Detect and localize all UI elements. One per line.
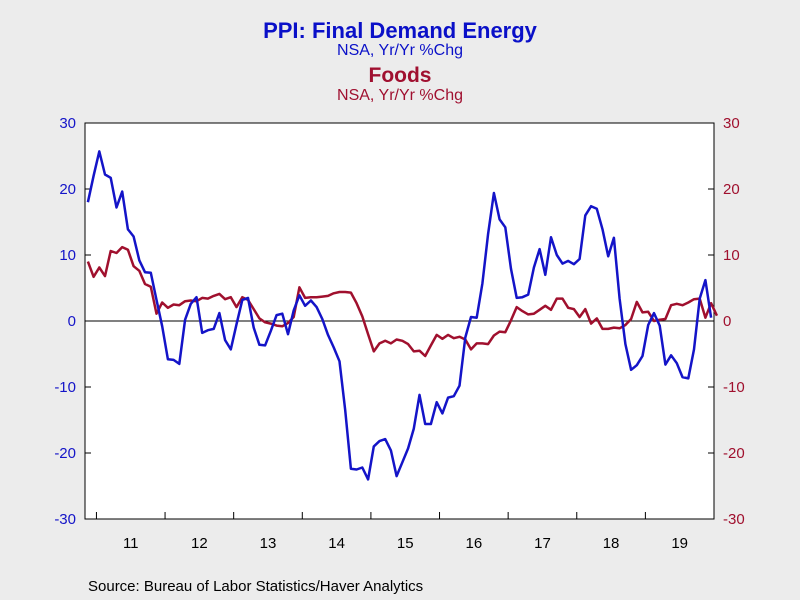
x-tick-label: 18 [603, 535, 620, 552]
x-tick-label: 17 [534, 535, 551, 552]
y-tick-label-left: 30 [59, 115, 76, 132]
chart-title: PPI: Final Demand Energy [263, 18, 537, 43]
x-tick-label: 12 [191, 535, 208, 552]
y-tick-label-right: 30 [723, 115, 740, 132]
y-tick-label-left: -20 [54, 445, 76, 462]
chart-subtitle-foods: NSA, Yr/Yr %Chg [337, 87, 463, 104]
chart-subtitle-energy: NSA, Yr/Yr %Chg [337, 42, 463, 59]
y-tick-label-right: -20 [723, 445, 745, 462]
y-tick-label-left: 20 [59, 181, 76, 198]
y-tick-label-right: 0 [723, 313, 731, 330]
y-tick-label-right: -30 [723, 511, 745, 528]
source-note: Source: Bureau of Labor Statistics/Haver… [88, 578, 424, 595]
y-tick-label-left: 0 [68, 313, 76, 330]
chart-title-foods: Foods [368, 64, 432, 87]
y-tick-label-left: 10 [59, 247, 76, 264]
x-tick-label: 14 [328, 535, 345, 552]
series-line-energy [86, 150, 713, 481]
x-tick-label: 11 [123, 535, 139, 552]
y-tick-label-left: -30 [54, 511, 76, 528]
y-tick-label-right: 10 [723, 247, 740, 264]
x-tick-label: 19 [671, 535, 688, 552]
y-tick-label-right: 20 [723, 181, 740, 198]
x-tick-label: 16 [465, 535, 482, 552]
x-tick-label: 13 [260, 535, 277, 552]
x-tick-label: 15 [397, 535, 414, 552]
y-tick-label-right: -10 [723, 379, 745, 396]
y-tick-label-left: -10 [54, 379, 76, 396]
